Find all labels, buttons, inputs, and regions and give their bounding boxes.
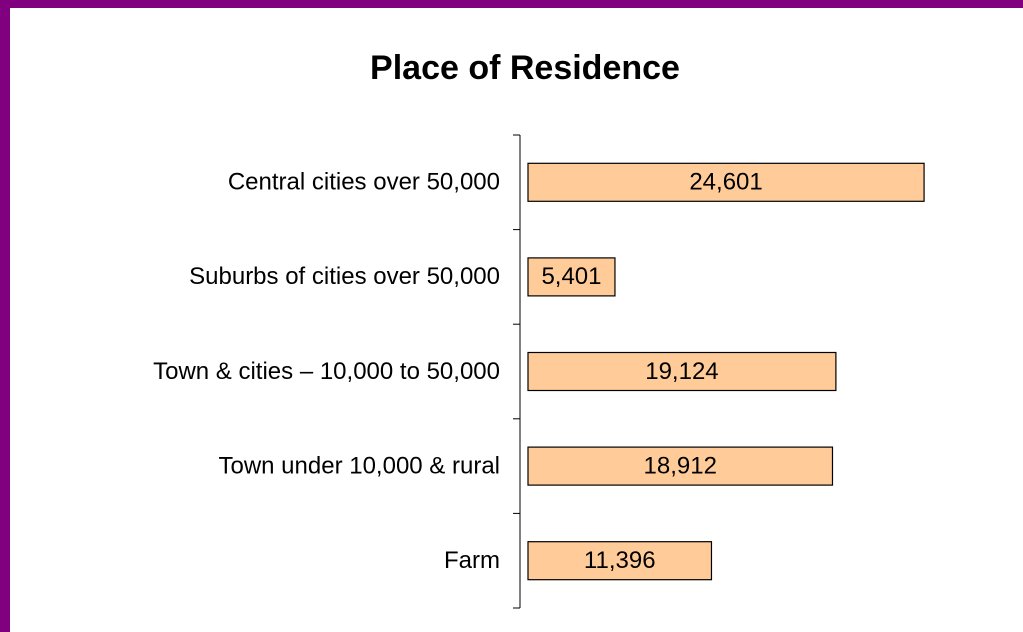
- frame-top: [0, 0, 1023, 8]
- data-label: 19,124: [645, 358, 718, 385]
- y-tick-label: Town under 10,000 & rural: [218, 452, 500, 479]
- y-tick-label: Farm: [444, 547, 500, 574]
- data-label: 11,396: [584, 547, 656, 574]
- data-label: 5,401: [541, 263, 601, 290]
- bar: [527, 446, 834, 486]
- bar: [527, 541, 713, 581]
- y-tick-label: Suburbs of cities over 50,000: [189, 263, 500, 290]
- data-label: 24,601: [689, 169, 762, 196]
- bar: [527, 257, 616, 297]
- chart-title: Place of Residence: [370, 49, 680, 87]
- bar: [527, 162, 925, 202]
- frame-left: [0, 0, 10, 632]
- y-tick-label: Town & cities – 10,000 to 50,000: [153, 358, 500, 385]
- data-label: 18,912: [644, 452, 717, 479]
- bar: [527, 351, 837, 392]
- y-tick-label: Central cities over 50,000: [228, 169, 500, 196]
